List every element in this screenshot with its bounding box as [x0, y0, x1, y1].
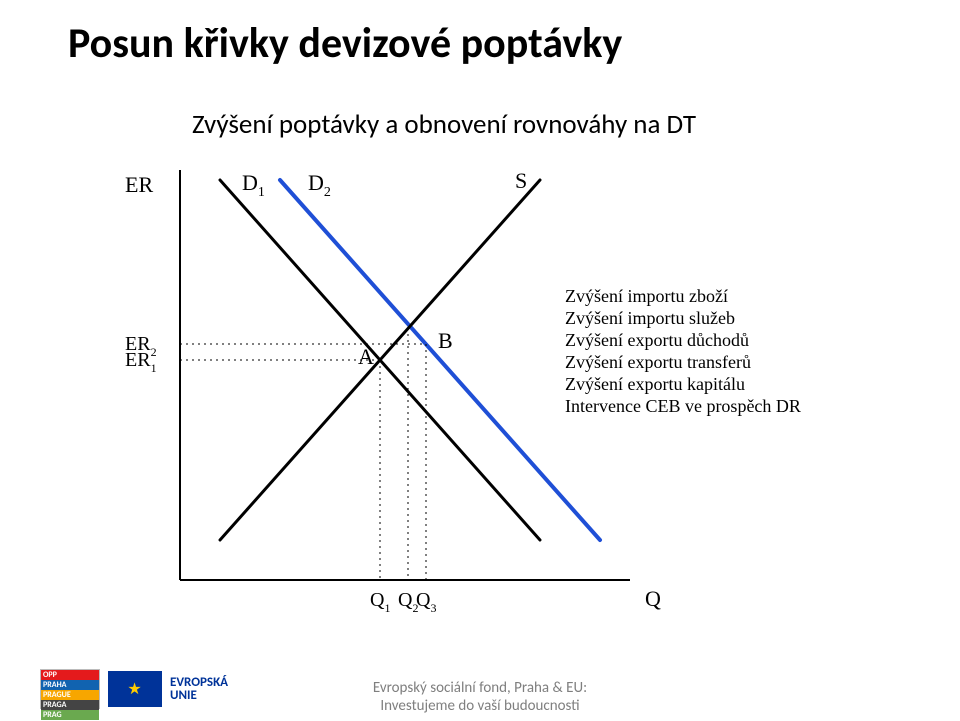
svg-text:D1: D1 [242, 170, 265, 200]
page-title: Posun křivky devizové poptávky [68, 18, 622, 69]
economics-chart: ERQD1D2SER2ER1Q1Q2Q3ABZvýšení importu zb… [110, 160, 830, 620]
slide: Posun křivky devizové poptávky Zvýšení p… [0, 0, 960, 721]
svg-text:Zvýšení importu zboží: Zvýšení importu zboží [565, 286, 728, 306]
svg-text:Zvýšení exportu transferů: Zvýšení exportu transferů [565, 352, 751, 372]
svg-text:S: S [515, 168, 527, 193]
svg-text:A: A [358, 344, 374, 369]
footer: Evropský sociální fond, Praha & EU: Inve… [0, 679, 960, 715]
svg-text:Q3: Q3 [416, 589, 436, 615]
svg-text:Q1: Q1 [370, 589, 390, 615]
footer-line2: Investujeme do vaší budoucnosti [0, 697, 960, 715]
footer-line1: Evropský sociální fond, Praha & EU: [0, 679, 960, 697]
svg-text:Zvýšení importu služeb: Zvýšení importu služeb [565, 308, 735, 328]
subtitle: Zvýšení poptávky a obnovení rovnováhy na… [192, 108, 696, 141]
svg-text:Zvýšení exportu kapitálu: Zvýšení exportu kapitálu [565, 374, 745, 394]
svg-text:ER: ER [125, 172, 153, 197]
svg-text:Intervence CEB ve prospěch DR: Intervence CEB ve prospěch DR [565, 396, 801, 416]
svg-text:B: B [438, 328, 453, 353]
svg-text:D2: D2 [308, 170, 331, 200]
svg-text:Zvýšení exportu důchodů: Zvýšení exportu důchodů [565, 330, 749, 350]
chart-svg: ERQD1D2SER2ER1Q1Q2Q3ABZvýšení importu zb… [110, 160, 830, 620]
svg-text:Q: Q [645, 586, 661, 611]
